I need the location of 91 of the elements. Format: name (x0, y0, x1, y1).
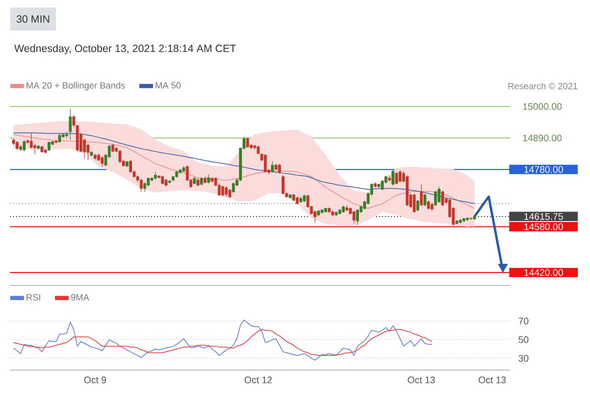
x-tick-label: Oct 9 (84, 376, 106, 384)
candlestick (345, 204, 348, 212)
candlestick (161, 175, 164, 185)
candlestick (395, 171, 398, 185)
candlestick (462, 218, 466, 222)
candlestick (22, 140, 26, 152)
candlestick (192, 176, 196, 185)
candlestick (175, 170, 178, 178)
y-tick-label: 50 (518, 336, 528, 344)
candlestick (423, 193, 426, 206)
candlestick (154, 171, 157, 180)
candlestick (90, 150, 93, 157)
legend-label: 9MA (71, 294, 90, 300)
candlestick (420, 184, 423, 206)
candlestick (388, 175, 391, 182)
candlestick (264, 154, 267, 173)
candlestick (140, 178, 143, 192)
candlestick (118, 150, 122, 164)
candlestick (392, 170, 394, 186)
candlestick (455, 220, 458, 225)
candlestick (317, 210, 320, 216)
y-tick-label: 14780.00 (524, 166, 563, 173)
candlestick (328, 207, 331, 213)
candlestick (416, 200, 420, 212)
candlestick (406, 174, 409, 206)
candlestick (334, 211, 338, 216)
candlestick (207, 174, 210, 184)
candlestick (126, 160, 128, 168)
candlestick (232, 182, 235, 193)
y-tick-label: 70 (518, 318, 528, 324)
candlestick (342, 206, 345, 213)
candlestick (288, 194, 292, 199)
candlestick (65, 131, 68, 139)
candlestick (441, 190, 444, 206)
candlestick (380, 180, 384, 190)
candlestick (438, 186, 441, 203)
candlestick (466, 216, 469, 221)
legend-label: RSI (26, 294, 40, 300)
text: 30 MIN (16, 15, 50, 23)
candlestick (111, 144, 114, 153)
y-tick-label: 15000.00 (523, 103, 562, 110)
candlestick (331, 210, 334, 216)
y-tick-label: 14890.00 (523, 134, 562, 142)
candlestick (196, 178, 200, 186)
candlestick (458, 218, 462, 224)
candlestick (200, 176, 203, 186)
candlestick (246, 137, 250, 148)
candlestick (204, 176, 206, 184)
candlestick (356, 208, 359, 226)
candlestick (398, 170, 402, 183)
candlestick (19, 144, 22, 152)
candlestick (100, 156, 104, 167)
candlestick (16, 140, 19, 150)
legend-label: MA 50 (156, 82, 181, 88)
candlestick (40, 145, 44, 154)
candlestick (292, 194, 296, 202)
candlestick (178, 168, 182, 174)
legend-label: MA 20 + Bollinger Bands (26, 82, 125, 90)
candlestick (36, 144, 40, 150)
chart-subtitle: Wednesday, October 13, 2021 2:18:14 AM CET (14, 44, 236, 54)
candlestick (324, 207, 328, 213)
candlestick (473, 216, 476, 220)
candlestick (164, 178, 168, 187)
candlestick (224, 186, 228, 197)
candlestick (210, 176, 214, 183)
y-tick-label: 14420.00 (524, 269, 563, 276)
candlestick (282, 174, 284, 195)
y-tick-label: 14615.75 (524, 213, 563, 220)
candlestick (278, 163, 281, 174)
candlestick (377, 183, 380, 188)
candlestick (54, 140, 58, 144)
candlestick (352, 210, 356, 224)
candlestick (427, 200, 430, 210)
candlestick (44, 148, 47, 154)
candlestick (94, 153, 97, 160)
candlestick (320, 208, 324, 214)
candlestick (434, 190, 437, 206)
candlestick (270, 160, 274, 173)
text: Research © 2021 (508, 82, 578, 90)
y-tick-label: 14580.00 (524, 223, 563, 230)
x-tick-label: Oct 13 (478, 376, 506, 384)
x-tick-label: Oct 12 (244, 376, 272, 384)
candlestick (168, 180, 172, 184)
candlestick (274, 163, 278, 171)
candlestick (228, 188, 232, 199)
candlestick (302, 194, 306, 202)
candlestick (48, 141, 50, 152)
candlestick (58, 134, 62, 144)
x-tick-label: Oct 13 (408, 376, 435, 384)
candlestick (430, 202, 434, 212)
y-tick-label: 30 (518, 354, 528, 362)
